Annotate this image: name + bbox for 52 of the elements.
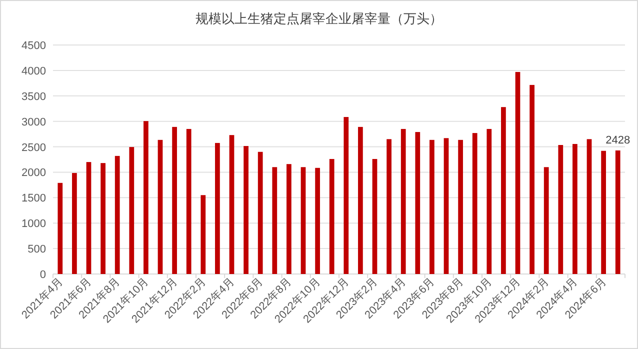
bar <box>430 140 434 274</box>
bar <box>200 195 206 274</box>
y-tick-label: 4500 <box>22 40 46 52</box>
y-tick-label: 2000 <box>22 167 46 180</box>
bar <box>444 138 449 274</box>
y-tick-label: 3500 <box>22 90 46 103</box>
bar <box>229 135 234 274</box>
bar <box>515 72 520 274</box>
bar <box>244 146 248 274</box>
bar <box>186 128 192 274</box>
y-tick-label: 2500 <box>22 142 46 154</box>
bar <box>300 167 306 274</box>
bar <box>329 158 334 274</box>
bar <box>72 172 77 274</box>
y-tick-label: 1500 <box>22 192 46 205</box>
bar <box>386 139 392 274</box>
bar <box>586 139 592 274</box>
bar <box>486 128 492 274</box>
bar <box>501 107 506 274</box>
bar <box>544 167 549 274</box>
bar <box>458 140 463 274</box>
bar <box>58 182 63 274</box>
bar <box>601 150 606 274</box>
chart-title: 规模以上生猪定点屠宰企业屠宰量（万头） <box>196 11 442 26</box>
bar <box>100 163 106 274</box>
bar <box>615 150 620 274</box>
bar <box>472 133 478 274</box>
bar <box>572 144 578 274</box>
y-tick-label: 1000 <box>22 218 46 230</box>
bar <box>144 121 148 274</box>
bar <box>215 142 220 274</box>
bar <box>129 147 134 274</box>
bar <box>358 126 363 274</box>
bar <box>172 126 177 274</box>
bar <box>400 128 406 274</box>
bar <box>530 84 534 274</box>
bar <box>344 117 349 274</box>
y-tick-label: 4000 <box>22 65 46 78</box>
bar <box>158 140 163 274</box>
bar <box>258 152 263 274</box>
bar <box>372 158 378 274</box>
y-tick-label: 0 <box>40 269 46 281</box>
bar <box>558 144 564 274</box>
data-label: 2428 <box>606 134 630 146</box>
bar <box>415 132 420 274</box>
bar <box>86 162 92 274</box>
bar <box>315 168 320 274</box>
y-tick-label: 500 <box>28 244 46 256</box>
bar <box>114 156 120 274</box>
y-tick-label: 3000 <box>22 116 46 128</box>
bar <box>272 167 278 274</box>
bar <box>286 164 292 274</box>
